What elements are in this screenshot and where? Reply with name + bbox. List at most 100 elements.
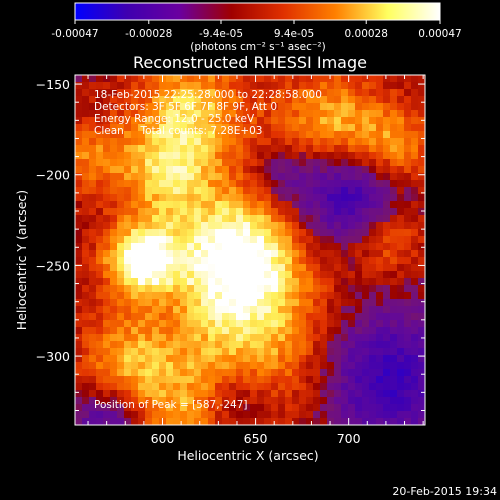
heatmap-cell xyxy=(341,271,349,279)
heatmap-cell xyxy=(362,285,370,293)
heatmap-cell xyxy=(173,180,181,188)
heatmap-cell xyxy=(383,292,391,300)
heatmap-cell xyxy=(362,250,370,258)
heatmap-cell xyxy=(418,250,425,258)
heatmap-cell xyxy=(341,341,349,349)
heatmap-cell xyxy=(404,173,412,181)
heatmap-cell xyxy=(341,96,349,104)
heatmap-cell xyxy=(348,383,356,391)
heatmap-cell xyxy=(138,103,146,111)
heatmap-cell xyxy=(110,236,118,244)
heatmap-cell xyxy=(96,236,104,244)
heatmap-cell xyxy=(110,418,118,425)
heatmap-cell xyxy=(82,285,90,293)
heatmap-cell xyxy=(327,180,335,188)
heatmap-cell xyxy=(159,362,167,370)
heatmap-cell xyxy=(285,243,293,251)
y-axis-label: Heliocentric Y (arcsec) xyxy=(14,190,29,330)
heatmap-cell xyxy=(264,173,272,181)
heatmap-cell xyxy=(278,299,286,307)
heatmap-cell xyxy=(376,418,384,425)
heatmap-cell xyxy=(131,180,139,188)
heatmap-cell xyxy=(390,82,398,90)
heatmap-cell xyxy=(138,110,146,118)
heatmap-cell xyxy=(257,215,265,223)
heatmap-cell xyxy=(208,187,216,195)
heatmap-cell xyxy=(187,397,195,405)
heatmap-cell xyxy=(383,173,391,181)
heatmap-cell xyxy=(215,145,223,153)
heatmap-cell xyxy=(404,376,412,384)
heatmap-cell xyxy=(229,362,237,370)
heatmap-cell xyxy=(320,152,328,160)
heatmap-cell xyxy=(278,383,286,391)
heatmap-cell xyxy=(362,334,370,342)
heatmap-cell xyxy=(117,75,125,83)
heatmap-cell xyxy=(110,243,118,251)
heatmap-cell xyxy=(327,145,335,153)
heatmap-cell xyxy=(404,180,412,188)
heatmap-cell xyxy=(103,285,111,293)
heatmap-cell xyxy=(152,166,160,174)
heatmap-cell xyxy=(110,264,118,272)
heatmap-cell xyxy=(320,306,328,314)
heatmap-cell xyxy=(215,222,223,230)
heatmap-cell xyxy=(229,229,237,237)
heatmap-cell xyxy=(145,306,153,314)
heatmap-cell xyxy=(271,96,279,104)
heatmap-cell xyxy=(383,320,391,328)
heatmap-cell xyxy=(250,306,258,314)
heatmap-cell xyxy=(285,369,293,377)
heatmap-cell xyxy=(264,243,272,251)
heatmap-cell xyxy=(390,138,398,146)
heatmap-cell xyxy=(152,257,160,265)
heatmap-cell xyxy=(257,334,265,342)
heatmap-cell xyxy=(145,229,153,237)
heatmap-cell xyxy=(124,313,132,321)
heatmap-cell xyxy=(313,369,321,377)
heatmap-cell xyxy=(229,271,237,279)
heatmap-cell xyxy=(250,236,258,244)
heatmap-cell xyxy=(418,173,425,181)
heatmap-cell xyxy=(257,117,265,125)
heatmap-cell xyxy=(383,257,391,265)
heatmap-cell xyxy=(152,138,160,146)
heatmap-cell xyxy=(152,173,160,181)
heatmap-cell xyxy=(390,173,398,181)
heatmap-cell xyxy=(173,376,181,384)
heatmap-cell xyxy=(376,257,384,265)
heatmap-cell xyxy=(159,341,167,349)
heatmap-cell xyxy=(187,229,195,237)
heatmap-cell xyxy=(124,110,132,118)
heatmap-cell xyxy=(418,264,425,272)
heatmap-cell xyxy=(341,166,349,174)
heatmap-cell xyxy=(243,376,251,384)
heatmap-cell xyxy=(299,152,307,160)
heatmap-cell xyxy=(397,159,405,167)
heatmap-cell xyxy=(320,243,328,251)
heatmap-cell xyxy=(285,103,293,111)
heatmap-cell xyxy=(103,236,111,244)
heatmap-cell xyxy=(257,362,265,370)
heatmap-cell xyxy=(166,159,174,167)
heatmap-cell xyxy=(236,334,244,342)
heatmap-cell xyxy=(313,271,321,279)
heatmap-cell xyxy=(103,299,111,307)
heatmap-cell xyxy=(117,383,125,391)
heatmap-cell xyxy=(418,404,425,412)
heatmap-cell xyxy=(201,306,209,314)
heatmap-cell xyxy=(320,103,328,111)
heatmap-cell xyxy=(222,75,230,83)
heatmap-cell xyxy=(376,327,384,335)
heatmap-cell xyxy=(222,320,230,328)
heatmap-cell xyxy=(159,292,167,300)
heatmap-cell xyxy=(222,341,230,349)
heatmap-cell xyxy=(327,187,335,195)
heatmap-cell xyxy=(278,306,286,314)
heatmap-cell xyxy=(180,397,188,405)
heatmap-cell xyxy=(229,341,237,349)
heatmap-cell xyxy=(138,334,146,342)
heatmap-cell xyxy=(215,103,223,111)
heatmap-cell xyxy=(89,243,97,251)
heatmap-cell xyxy=(243,306,251,314)
